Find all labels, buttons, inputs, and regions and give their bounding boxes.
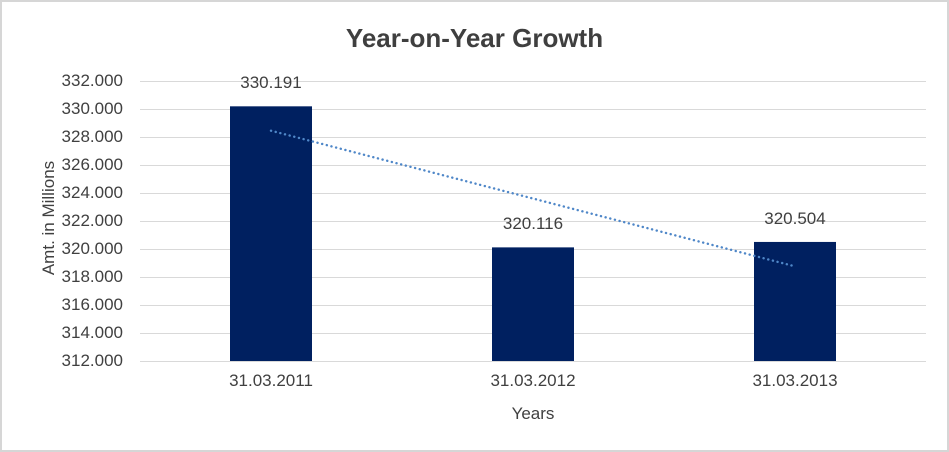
y-axis-tick-label: 330.000 bbox=[61, 99, 123, 118]
y-axis-tick-label: 318.000 bbox=[61, 267, 123, 286]
y-axis-tick-label: 324.000 bbox=[61, 183, 123, 202]
trendline bbox=[269, 129, 797, 268]
y-axis-tick-label: 322.000 bbox=[61, 211, 123, 230]
y-axis-tick-label: 332.000 bbox=[61, 71, 123, 90]
y-axis-tick-label: 316.000 bbox=[61, 295, 123, 314]
x-axis-tick-label: 31.03.2012 bbox=[490, 371, 576, 390]
chart-title: Year-on-Year Growth bbox=[345, 23, 604, 53]
bar bbox=[754, 241, 836, 361]
y-axis-tick-label: 312.000 bbox=[61, 351, 123, 370]
y-axis-tick-label: 314.000 bbox=[61, 323, 123, 342]
bar bbox=[492, 247, 574, 361]
bar-data-label: 330.191 bbox=[240, 73, 302, 93]
y-axis-tick-label: 326.000 bbox=[61, 155, 123, 174]
bar-data-label: 320.116 bbox=[502, 214, 564, 234]
bar-data-label: 320.504 bbox=[764, 208, 826, 228]
x-axis-tick-label: 31.03.2011 bbox=[229, 371, 313, 390]
y-axis-tick-label: 320.000 bbox=[61, 239, 123, 258]
x-axis-title: Years bbox=[511, 404, 555, 423]
y-axis-tick-label: 328.000 bbox=[61, 127, 123, 146]
bar bbox=[230, 106, 312, 362]
x-axis-tick-label: 31.03.2013 bbox=[752, 371, 838, 390]
